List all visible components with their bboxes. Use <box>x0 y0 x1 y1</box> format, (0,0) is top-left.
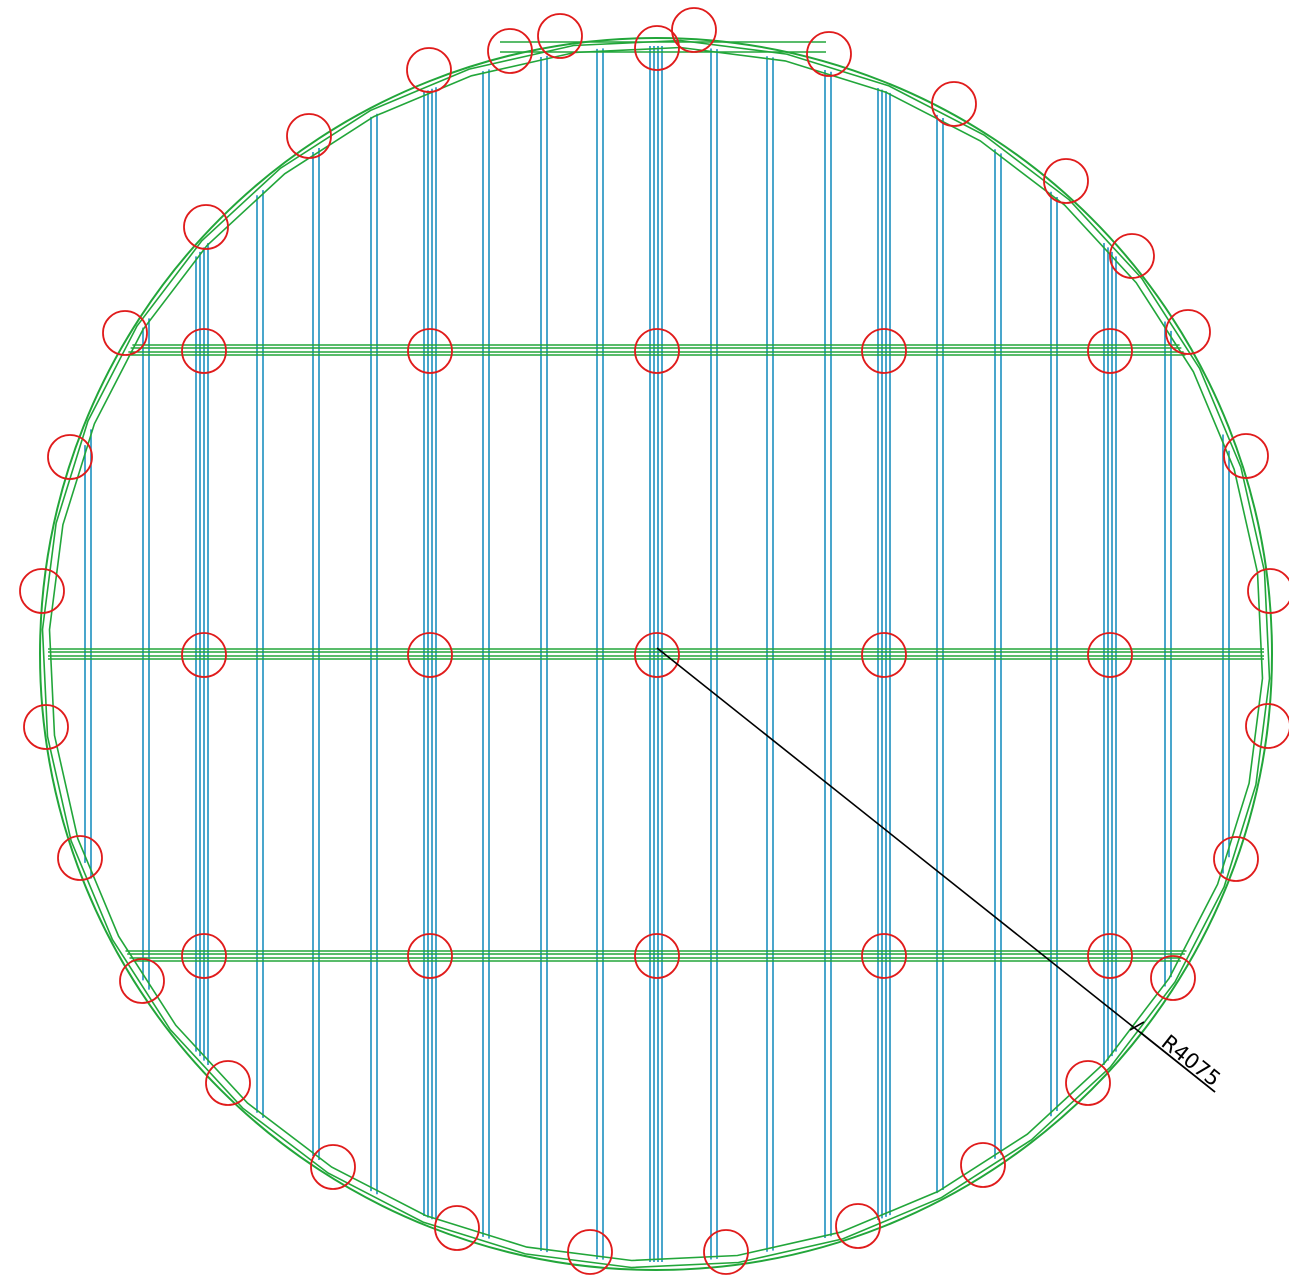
rim-marker <box>23 704 69 750</box>
rim-marker <box>634 25 680 71</box>
node-markers <box>19 7 1289 1275</box>
rim-marker <box>183 204 229 250</box>
rim-marker <box>205 1060 251 1106</box>
node-marker <box>861 632 907 678</box>
node-marker <box>181 328 227 374</box>
node-marker <box>407 632 453 678</box>
rim-marker <box>47 434 93 480</box>
rim-marker <box>119 958 165 1004</box>
vertical-beams <box>84 46 1230 1262</box>
rim-marker <box>102 310 148 356</box>
rim-marker <box>19 568 65 614</box>
node-marker <box>634 632 680 678</box>
rim-marker <box>57 835 103 881</box>
rim-marker <box>835 1203 881 1249</box>
node-marker <box>181 933 227 979</box>
node-marker <box>861 933 907 979</box>
node-marker <box>1087 632 1133 678</box>
circular-outline <box>39 37 1273 1271</box>
node-marker <box>181 632 227 678</box>
rim-marker <box>1245 703 1289 749</box>
rim-marker <box>1165 309 1211 355</box>
radius-dimension: R4075 <box>656 647 1225 1093</box>
outer-polygon-ring <box>41 39 1271 1269</box>
inner-polygon-ring <box>48 46 1264 1262</box>
rim-marker <box>671 7 717 53</box>
rim-marker <box>1109 233 1155 279</box>
rim-marker <box>406 47 452 93</box>
radius-dimension-line <box>656 647 1216 1093</box>
radius-label: R4075 <box>1157 1030 1225 1091</box>
rim-marker <box>1213 836 1259 882</box>
radius-dimension-tick <box>1129 1021 1145 1031</box>
rim-marker <box>1065 1060 1111 1106</box>
node-marker <box>634 328 680 374</box>
node-marker <box>634 933 680 979</box>
node-marker <box>407 328 453 374</box>
rim-marker <box>1150 955 1196 1001</box>
rim-marker <box>537 13 583 59</box>
horizontal-beams <box>48 344 1264 962</box>
rim-marker <box>1223 433 1269 479</box>
node-marker <box>1087 328 1133 374</box>
rim-marker <box>960 1142 1006 1188</box>
rim-marker <box>931 81 977 127</box>
rim-marker <box>703 1229 749 1275</box>
rim-marker <box>1247 568 1289 614</box>
rim-marker <box>487 28 533 74</box>
radius-dimension-extension <box>1139 1031 1216 1093</box>
node-marker <box>1087 933 1133 979</box>
rim-marker <box>310 1144 356 1190</box>
node-marker <box>861 328 907 374</box>
rim-marker <box>567 1229 613 1275</box>
rim-marker <box>806 31 852 77</box>
rim-marker <box>434 1205 480 1251</box>
outer-circle <box>39 37 1273 1271</box>
rim-marker <box>286 113 332 159</box>
node-marker <box>407 933 453 979</box>
rim-marker <box>1043 158 1089 204</box>
